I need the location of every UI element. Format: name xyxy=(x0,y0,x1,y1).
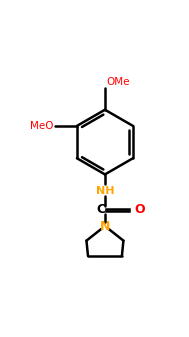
Text: MeO: MeO xyxy=(30,121,54,131)
Text: OMe: OMe xyxy=(106,76,130,87)
Text: NH: NH xyxy=(96,186,114,196)
Text: O: O xyxy=(134,203,145,216)
Text: C: C xyxy=(97,203,106,216)
Text: N: N xyxy=(100,220,110,233)
